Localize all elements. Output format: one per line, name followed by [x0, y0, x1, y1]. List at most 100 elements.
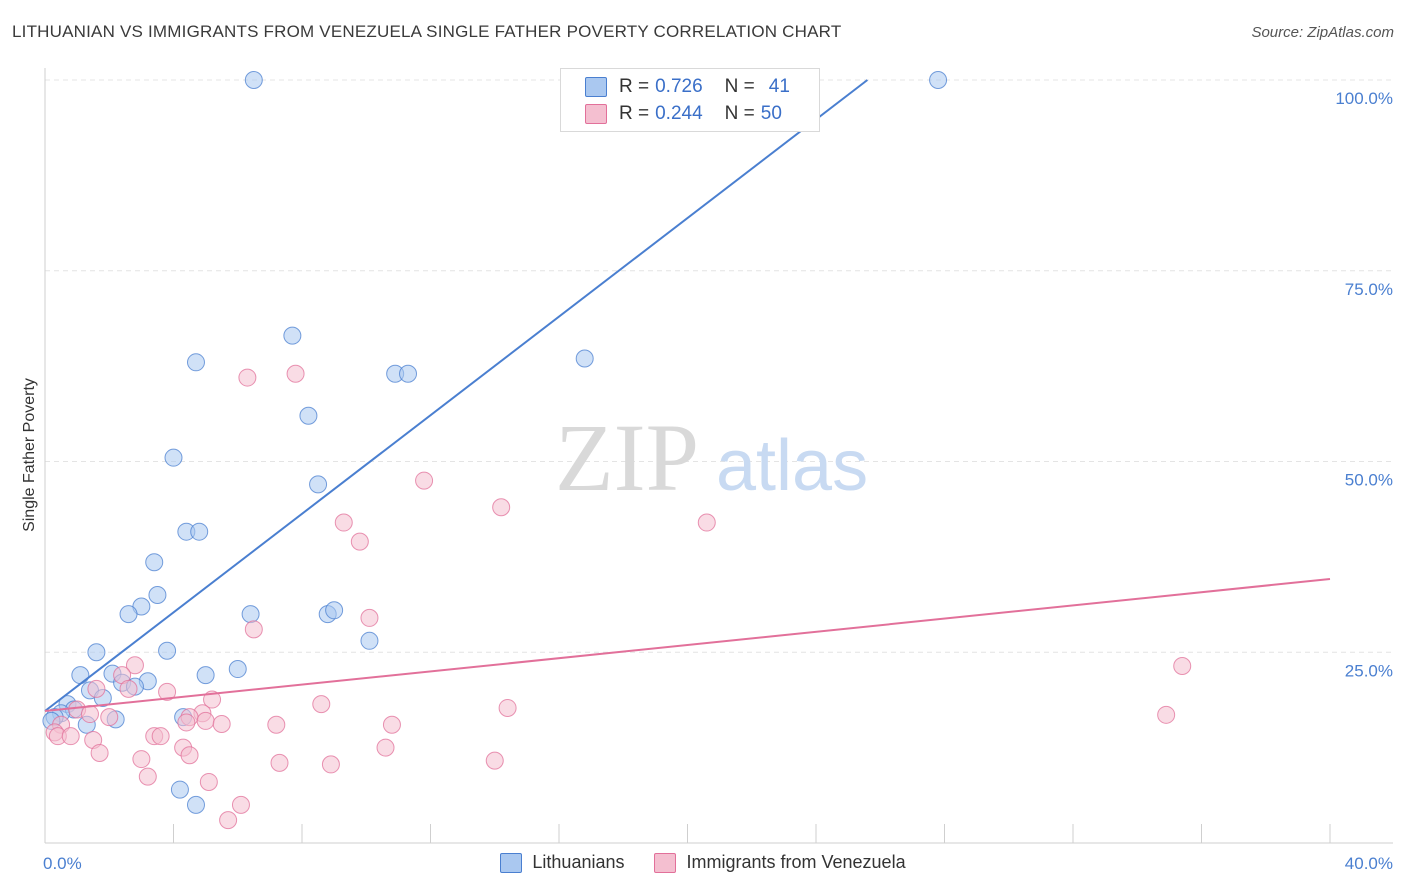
data-point [177, 713, 196, 732]
legend-n-value: 50 [760, 103, 782, 124]
legend-item-venezuela[interactable]: Immigrants from Venezuela [654, 852, 906, 873]
series-legend: Lithuanians Immigrants from Venezuela [0, 852, 1406, 873]
watermark-zip: ZIP [555, 404, 699, 511]
data-point [575, 349, 594, 368]
data-point [1173, 656, 1192, 675]
series-venezuela-points [45, 364, 1192, 830]
x-tick-label: 0.0% [43, 854, 82, 873]
data-point [164, 448, 183, 467]
data-point [119, 679, 138, 698]
data-point [87, 643, 106, 662]
y-tick-label: 100.0% [1335, 89, 1393, 108]
data-point [244, 71, 263, 89]
correlation-legend: R = 0.726 N = 41 R = 0.244 N = 50 [560, 68, 820, 132]
y-tick-label: 50.0% [1345, 471, 1393, 490]
legend-n-value: 41 [768, 76, 790, 97]
legend-swatch-blue [585, 77, 607, 97]
data-point [299, 406, 318, 425]
trend-line-venezuela [44, 578, 1331, 712]
legend-row-venezuela: R = 0.244 N = 50 [585, 102, 782, 126]
data-point [929, 71, 948, 89]
axes [44, 68, 1393, 844]
data-point [283, 326, 302, 345]
data-point [119, 605, 138, 624]
data-point [231, 795, 250, 814]
data-point [334, 513, 353, 532]
data-point [132, 750, 151, 769]
chart-title: LITHUANIAN VS IMMIGRANTS FROM VENEZUELA … [12, 22, 842, 41]
grid-lines [45, 79, 1393, 653]
data-point [697, 513, 716, 532]
legend-swatch-pink [585, 104, 607, 124]
data-point [71, 666, 90, 685]
data-point [415, 471, 434, 490]
data-point [145, 553, 164, 572]
data-point [241, 605, 260, 624]
legend-label-venezuela: Immigrants from Venezuela [686, 852, 906, 872]
trend-line-lithuanians [44, 79, 869, 712]
data-point [138, 767, 157, 786]
x-tick-label: 40.0% [1345, 854, 1393, 873]
data-point [186, 795, 205, 814]
data-point [100, 708, 119, 727]
data-point [238, 368, 257, 387]
trend-lines [44, 79, 1331, 712]
data-point [286, 364, 305, 383]
data-point [212, 714, 231, 733]
data-point [196, 666, 215, 685]
data-point [158, 682, 177, 701]
legend-swatch-pink [654, 852, 677, 873]
data-point [267, 715, 286, 734]
data-point [190, 522, 209, 541]
legend-n-label: N = [724, 76, 755, 97]
data-point [309, 475, 328, 494]
data-point [158, 641, 177, 660]
y-axis-label: Single Father Poverty [21, 378, 38, 532]
data-point [170, 780, 189, 799]
data-point [244, 620, 263, 639]
legend-r-value: 0.726 [655, 76, 703, 97]
data-point [80, 705, 99, 724]
tick-labels: 25.0% 50.0% 75.0% 100.0% 0.0% 40.0% [43, 89, 1393, 873]
data-point [376, 738, 395, 757]
data-point [360, 608, 379, 627]
source-label: Source: ZipAtlas.com [1251, 24, 1394, 41]
data-point [196, 711, 215, 730]
data-point [312, 695, 331, 714]
legend-r-label: R = [619, 76, 650, 97]
legend-r-label: R = [619, 103, 650, 124]
data-point [270, 753, 289, 772]
data-point [360, 631, 379, 650]
data-point [321, 755, 340, 774]
data-point [498, 698, 517, 717]
data-point [87, 679, 106, 698]
y-tick-label: 75.0% [1345, 280, 1393, 299]
legend-r-value: 0.244 [655, 103, 703, 124]
data-point [180, 746, 199, 765]
data-point [325, 601, 344, 620]
legend-item-lithuanians[interactable]: Lithuanians [500, 852, 624, 873]
data-point [186, 353, 205, 372]
data-point [90, 743, 109, 762]
data-point [61, 727, 80, 746]
data-point [219, 811, 238, 830]
data-point [485, 751, 504, 770]
y-tick-label: 25.0% [1345, 661, 1393, 680]
watermark-atlas: atlas [716, 426, 868, 506]
data-point [151, 727, 170, 746]
legend-n-label: N = [724, 103, 755, 124]
legend-label-lithuanians: Lithuanians [532, 852, 625, 872]
data-point [492, 498, 511, 517]
data-point [125, 656, 144, 675]
data-point [199, 772, 218, 791]
data-point [228, 660, 247, 679]
data-point [203, 690, 222, 709]
data-point [399, 364, 418, 383]
legend-swatch-blue [500, 852, 523, 873]
data-point [350, 532, 369, 551]
legend-row-lithuanians: R = 0.726 N = 41 [585, 75, 790, 99]
data-point [382, 715, 401, 734]
data-point [148, 586, 167, 605]
data-point [1157, 705, 1176, 724]
